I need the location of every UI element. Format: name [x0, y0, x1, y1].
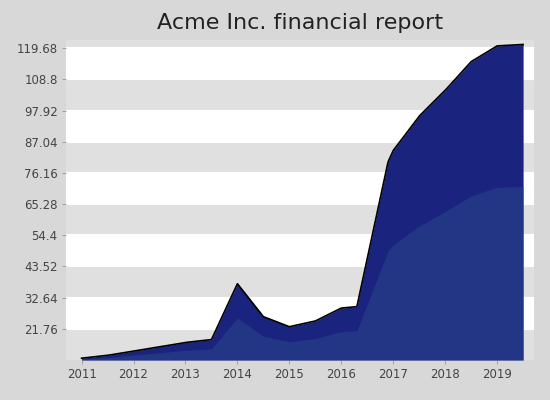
Bar	[66, 48, 534, 80]
Bar	[66, 173, 534, 204]
Title: Acme Inc. financial report: Acme Inc. financial report	[157, 13, 443, 33]
Bar	[66, 298, 534, 329]
Bar	[66, 266, 534, 298]
Bar	[66, 142, 534, 173]
Bar	[66, 235, 534, 266]
Bar	[66, 40, 534, 48]
Bar	[66, 204, 534, 235]
Bar	[66, 329, 534, 360]
Bar	[66, 111, 534, 142]
Bar	[66, 80, 534, 111]
